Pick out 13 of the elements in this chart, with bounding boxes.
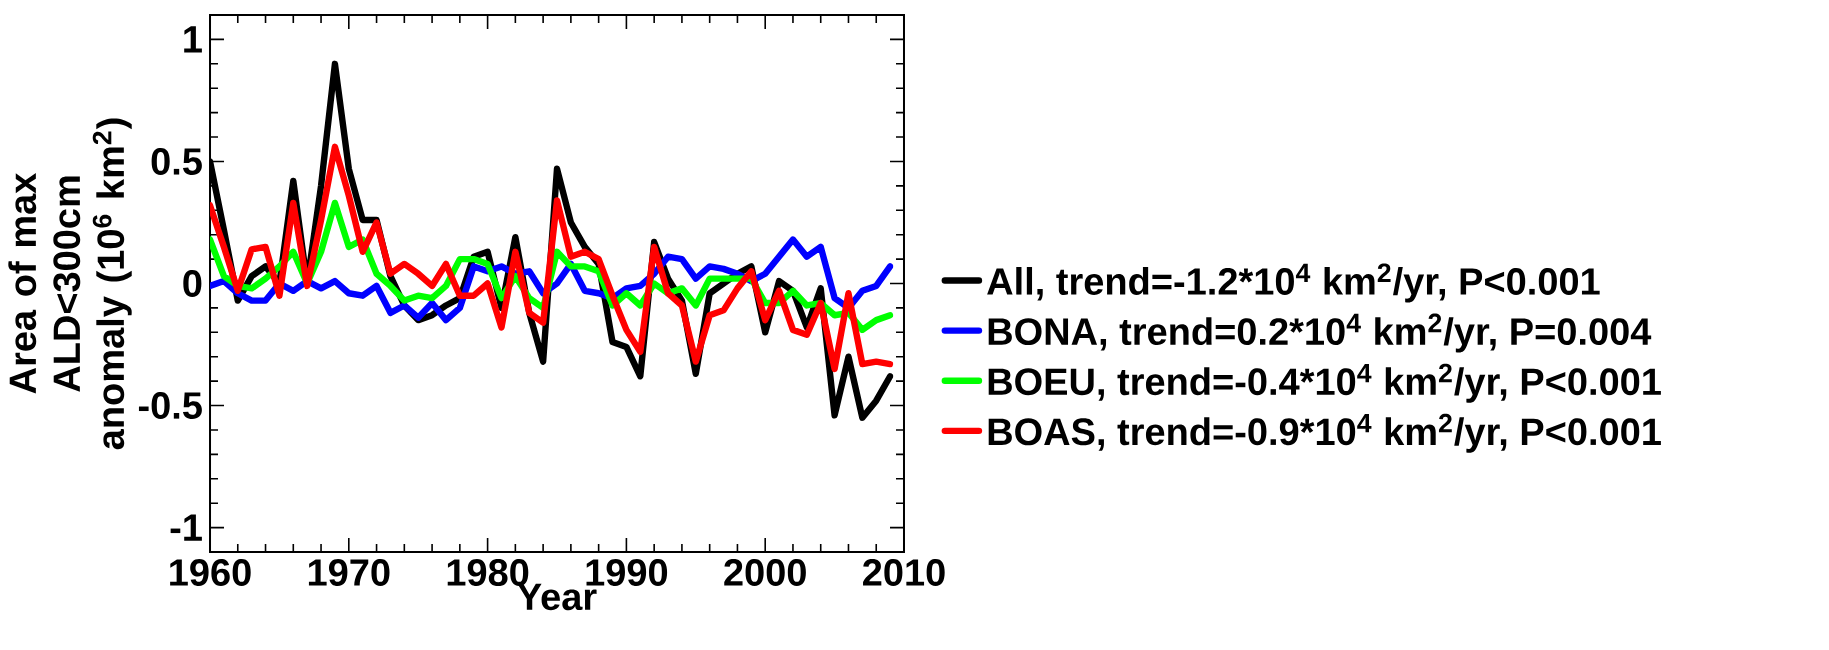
legend-label: BOAS, trend=-0.9*10$^{4}$ km$^{2}$/yr, P<0.001 — [988, 413, 1661, 453]
x-tick-label: 1960 — [170, 559, 251, 586]
legend-label: All, trend=-1.2*10$^{4}$ km$^{2}$/yr, P<0.001 — [987, 263, 1600, 303]
x-tick-label: 2010 — [863, 559, 945, 586]
y-tick-label: 0 — [183, 270, 202, 297]
y-tick-label: -1 — [170, 514, 202, 541]
x-tick-label: 1970 — [308, 559, 390, 586]
legend-label: BONA, trend=0.2*10$^{4}$ km$^{2}$/yr, P=0.004 — [988, 313, 1652, 353]
y-tick-label: -0.5 — [138, 392, 202, 419]
y-tick-label: 1 — [184, 26, 202, 53]
y-tick-label: 0.5 — [151, 148, 202, 175]
legend-label: BOEU, trend=-0.4*10$^{4}$ km$^{2}$/yr, P<0.001 — [988, 363, 1661, 403]
x-tick-label: 2000 — [724, 559, 806, 586]
